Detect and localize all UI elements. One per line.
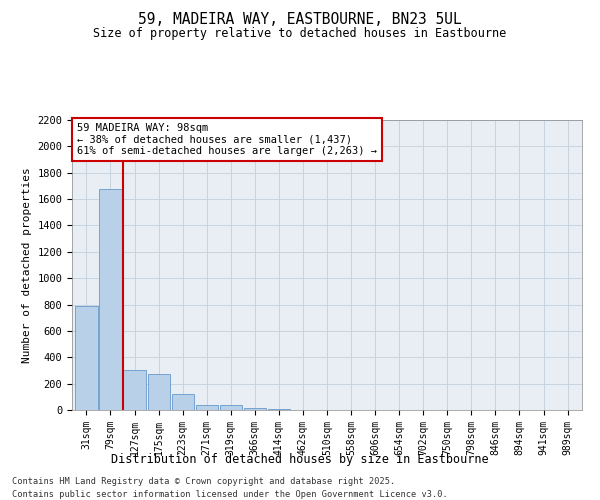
Text: 59, MADEIRA WAY, EASTBOURNE, BN23 5UL: 59, MADEIRA WAY, EASTBOURNE, BN23 5UL [138, 12, 462, 28]
Text: Contains public sector information licensed under the Open Government Licence v3: Contains public sector information licen… [12, 490, 448, 499]
Text: Size of property relative to detached houses in Eastbourne: Size of property relative to detached ho… [94, 28, 506, 40]
Y-axis label: Number of detached properties: Number of detached properties [22, 167, 32, 363]
Bar [76, 306, 98, 410]
Bar [172, 394, 194, 410]
Bar [196, 404, 218, 410]
Bar [100, 188, 122, 410]
Text: 59 MADEIRA WAY: 98sqm
← 38% of detached houses are smaller (1,437)
61% of semi-d: 59 MADEIRA WAY: 98sqm ← 38% of detached … [77, 123, 377, 156]
Text: Distribution of detached houses by size in Eastbourne: Distribution of detached houses by size … [111, 452, 489, 466]
Bar [124, 370, 146, 410]
Text: Contains HM Land Registry data © Crown copyright and database right 2025.: Contains HM Land Registry data © Crown c… [12, 478, 395, 486]
Bar [220, 404, 242, 410]
Bar [148, 374, 170, 410]
Bar [244, 408, 266, 410]
